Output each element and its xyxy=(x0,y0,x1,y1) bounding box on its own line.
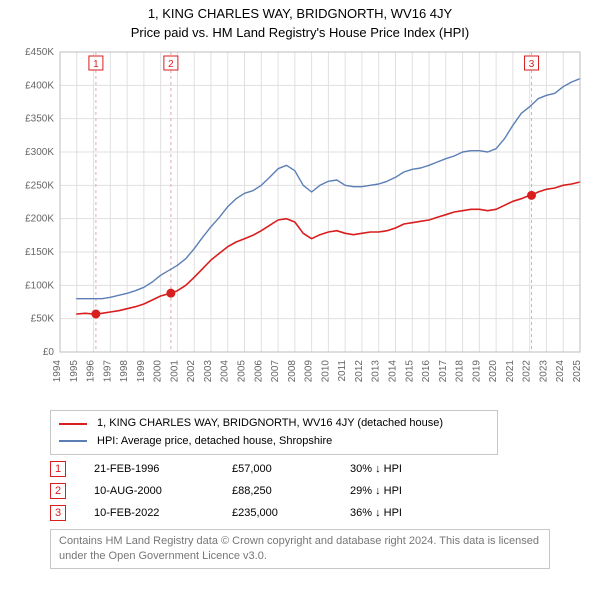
svg-text:1994: 1994 xyxy=(52,360,63,383)
svg-text:2009: 2009 xyxy=(304,360,315,383)
svg-text:2015: 2015 xyxy=(404,360,415,383)
svg-text:2013: 2013 xyxy=(371,360,382,383)
svg-text:2021: 2021 xyxy=(505,360,516,383)
legend-row: 1, KING CHARLES WAY, BRIDGNORTH, WV16 4J… xyxy=(59,415,489,433)
svg-text:2005: 2005 xyxy=(237,360,248,383)
svg-text:2016: 2016 xyxy=(421,360,432,383)
svg-text:2: 2 xyxy=(168,59,174,70)
event-marker-box: 2 xyxy=(50,483,66,499)
svg-text:£100K: £100K xyxy=(25,280,54,291)
svg-text:1999: 1999 xyxy=(136,360,147,383)
svg-text:£250K: £250K xyxy=(25,180,54,191)
svg-text:£50K: £50K xyxy=(31,314,55,325)
legend-swatch xyxy=(59,423,87,425)
event-price: £235,000 xyxy=(232,507,322,519)
event-delta: 30% ↓ HPI xyxy=(350,463,460,475)
svg-text:2014: 2014 xyxy=(387,360,398,383)
svg-text:2008: 2008 xyxy=(287,360,298,383)
svg-text:2002: 2002 xyxy=(186,360,197,383)
svg-text:2022: 2022 xyxy=(522,360,533,383)
event-date: 10-AUG-2000 xyxy=(94,485,204,497)
event-delta: 36% ↓ HPI xyxy=(350,507,460,519)
chart-subtitle: Price paid vs. HM Land Registry's House … xyxy=(0,21,600,44)
event-marker-box: 3 xyxy=(50,505,66,521)
svg-text:£350K: £350K xyxy=(25,114,54,125)
svg-text:2010: 2010 xyxy=(320,360,331,383)
svg-text:1995: 1995 xyxy=(69,360,80,383)
svg-text:£450K: £450K xyxy=(25,47,54,58)
event-marker-box: 1 xyxy=(50,461,66,477)
event-date: 10-FEB-2022 xyxy=(94,507,204,519)
svg-text:2018: 2018 xyxy=(455,360,466,383)
legend-label: 1, KING CHARLES WAY, BRIDGNORTH, WV16 4J… xyxy=(97,415,443,433)
svg-text:£200K: £200K xyxy=(25,214,54,225)
legend: 1, KING CHARLES WAY, BRIDGNORTH, WV16 4J… xyxy=(50,410,498,455)
event-row: 3 10-FEB-2022 £235,000 36% ↓ HPI xyxy=(50,505,600,521)
svg-text:2000: 2000 xyxy=(153,360,164,383)
svg-text:2006: 2006 xyxy=(253,360,264,383)
event-date: 21-FEB-1996 xyxy=(94,463,204,475)
svg-text:1997: 1997 xyxy=(102,360,113,383)
chart-area: £0 £50K £100K £150K £200K £250K £300K £350K £400… xyxy=(10,44,590,404)
svg-text:2020: 2020 xyxy=(488,360,499,383)
svg-text:£400K: £400K xyxy=(25,80,54,91)
svg-text:2004: 2004 xyxy=(220,360,231,383)
svg-text:2019: 2019 xyxy=(471,360,482,383)
svg-text:2003: 2003 xyxy=(203,360,214,383)
legend-label: HPI: Average price, detached house, Shro… xyxy=(97,433,332,451)
chart-svg: £0 £50K £100K £150K £200K £250K £300K £350K £400… xyxy=(10,44,590,404)
svg-text:2001: 2001 xyxy=(169,360,180,383)
svg-text:1996: 1996 xyxy=(86,360,97,383)
svg-text:1998: 1998 xyxy=(119,360,130,383)
svg-text:2024: 2024 xyxy=(555,360,566,383)
event-delta: 29% ↓ HPI xyxy=(350,485,460,497)
event-price: £88,250 xyxy=(232,485,322,497)
svg-text:2025: 2025 xyxy=(572,360,583,383)
svg-text:2017: 2017 xyxy=(438,360,449,383)
svg-text:1: 1 xyxy=(93,59,99,70)
events-table: 1 21-FEB-1996 £57,000 30% ↓ HPI 2 10-AUG… xyxy=(50,461,600,521)
svg-text:£300K: £300K xyxy=(25,147,54,158)
legend-swatch xyxy=(59,440,87,442)
svg-text:3: 3 xyxy=(529,59,535,70)
svg-text:£150K: £150K xyxy=(25,247,54,258)
svg-text:£0: £0 xyxy=(43,347,55,358)
legend-row: HPI: Average price, detached house, Shro… xyxy=(59,433,489,451)
svg-text:2011: 2011 xyxy=(337,360,348,382)
svg-text:2007: 2007 xyxy=(270,360,281,383)
event-row: 1 21-FEB-1996 £57,000 30% ↓ HPI xyxy=(50,461,600,477)
chart-title: 1, KING CHARLES WAY, BRIDGNORTH, WV16 4J… xyxy=(0,0,600,21)
svg-text:2023: 2023 xyxy=(538,360,549,383)
disclaimer: Contains HM Land Registry data © Crown c… xyxy=(50,529,550,569)
event-price: £57,000 xyxy=(232,463,322,475)
event-row: 2 10-AUG-2000 £88,250 29% ↓ HPI xyxy=(50,483,600,499)
svg-text:2012: 2012 xyxy=(354,360,365,383)
